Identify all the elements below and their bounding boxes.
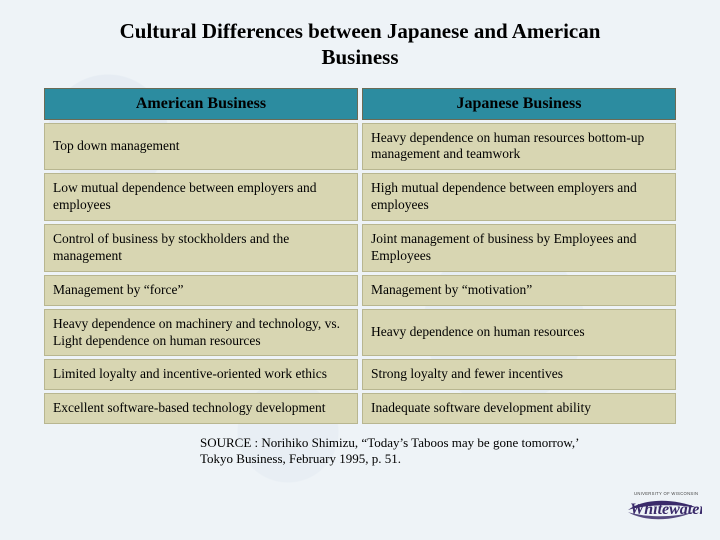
cell-left: Limited loyalty and incentive-oriented w… (44, 359, 358, 390)
col-header-left: American Business (44, 88, 358, 120)
cell-right: High mutual dependence between employers… (362, 173, 676, 221)
cell-left: Top down management (44, 123, 358, 171)
table-row: Heavy dependence on machinery and techno… (44, 309, 676, 357)
slide: Cultural Differences between Japanese an… (0, 0, 720, 540)
cell-left: Heavy dependence on machinery and techno… (44, 309, 358, 357)
cell-right: Heavy dependence on human resources bott… (362, 123, 676, 171)
university-logo: UNIVERSITY OF WISCONSIN Whitewater (624, 488, 702, 526)
logo-subtext: UNIVERSITY OF WISCONSIN (634, 491, 698, 496)
cell-right: Management by “motivation” (362, 275, 676, 306)
col-header-right: Japanese Business (362, 88, 676, 120)
cell-right: Strong loyalty and fewer incentives (362, 359, 676, 390)
table-row: Excellent software-based technology deve… (44, 393, 676, 424)
page-title: Cultural Differences between Japanese an… (80, 18, 640, 71)
cell-left: Excellent software-based technology deve… (44, 393, 358, 424)
table-row: Top down management Heavy dependence on … (44, 123, 676, 171)
cell-left: Control of business by stockholders and … (44, 224, 358, 272)
cell-left: Management by “force” (44, 275, 358, 306)
table-header-row: American Business Japanese Business (44, 88, 676, 120)
logo-main-text: Whitewater (630, 501, 702, 518)
comparison-table: American Business Japanese Business Top … (40, 85, 680, 428)
cell-right: Inadequate software development ability (362, 393, 676, 424)
cell-right: Joint management of business by Employee… (362, 224, 676, 272)
table-row: Limited loyalty and incentive-oriented w… (44, 359, 676, 390)
table-row: Control of business by stockholders and … (44, 224, 676, 272)
source-citation: SOURCE : Norihiko Shimizu, “Today’s Tabo… (200, 435, 600, 466)
table-row: Low mutual dependence between employers … (44, 173, 676, 221)
cell-right: Heavy dependence on human resources (362, 309, 676, 357)
cell-left: Low mutual dependence between employers … (44, 173, 358, 221)
table-row: Management by “force” Management by “mot… (44, 275, 676, 306)
